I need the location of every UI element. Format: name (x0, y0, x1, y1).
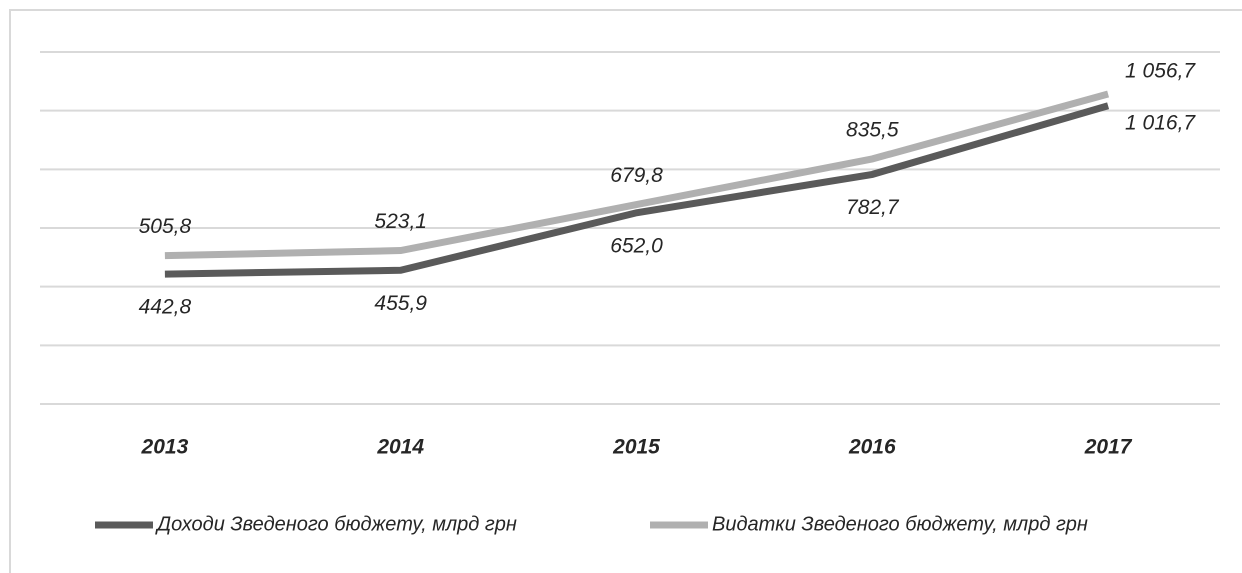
data-label: 1 016,7 (1125, 111, 1196, 134)
series-line (164, 90, 1110, 260)
data-label: 523,1 (374, 210, 427, 233)
chart-frame (9, 9, 1242, 573)
legend-label: Доходи Зведеного бюджету, млрд грн (155, 513, 517, 535)
data-label: 679,8 (610, 164, 663, 187)
x-tick-label: 2015 (612, 436, 660, 459)
x-tick-label: 2017 (1084, 436, 1133, 459)
x-tick-label: 2016 (848, 436, 896, 459)
series-line (164, 102, 1110, 278)
data-label: 835,5 (846, 118, 899, 141)
legend-label: Видатки Зведеного бюджету, млрд грн (712, 513, 1088, 535)
data-label: 652,0 (610, 234, 663, 257)
data-label: 442,8 (139, 296, 192, 319)
x-tick-label: 2014 (376, 436, 424, 459)
data-label: 455,9 (374, 292, 427, 315)
data-label: 505,8 (139, 215, 192, 238)
data-label: 1 056,7 (1125, 60, 1196, 83)
data-label: 782,7 (846, 196, 900, 219)
x-tick-label: 2013 (141, 436, 189, 459)
